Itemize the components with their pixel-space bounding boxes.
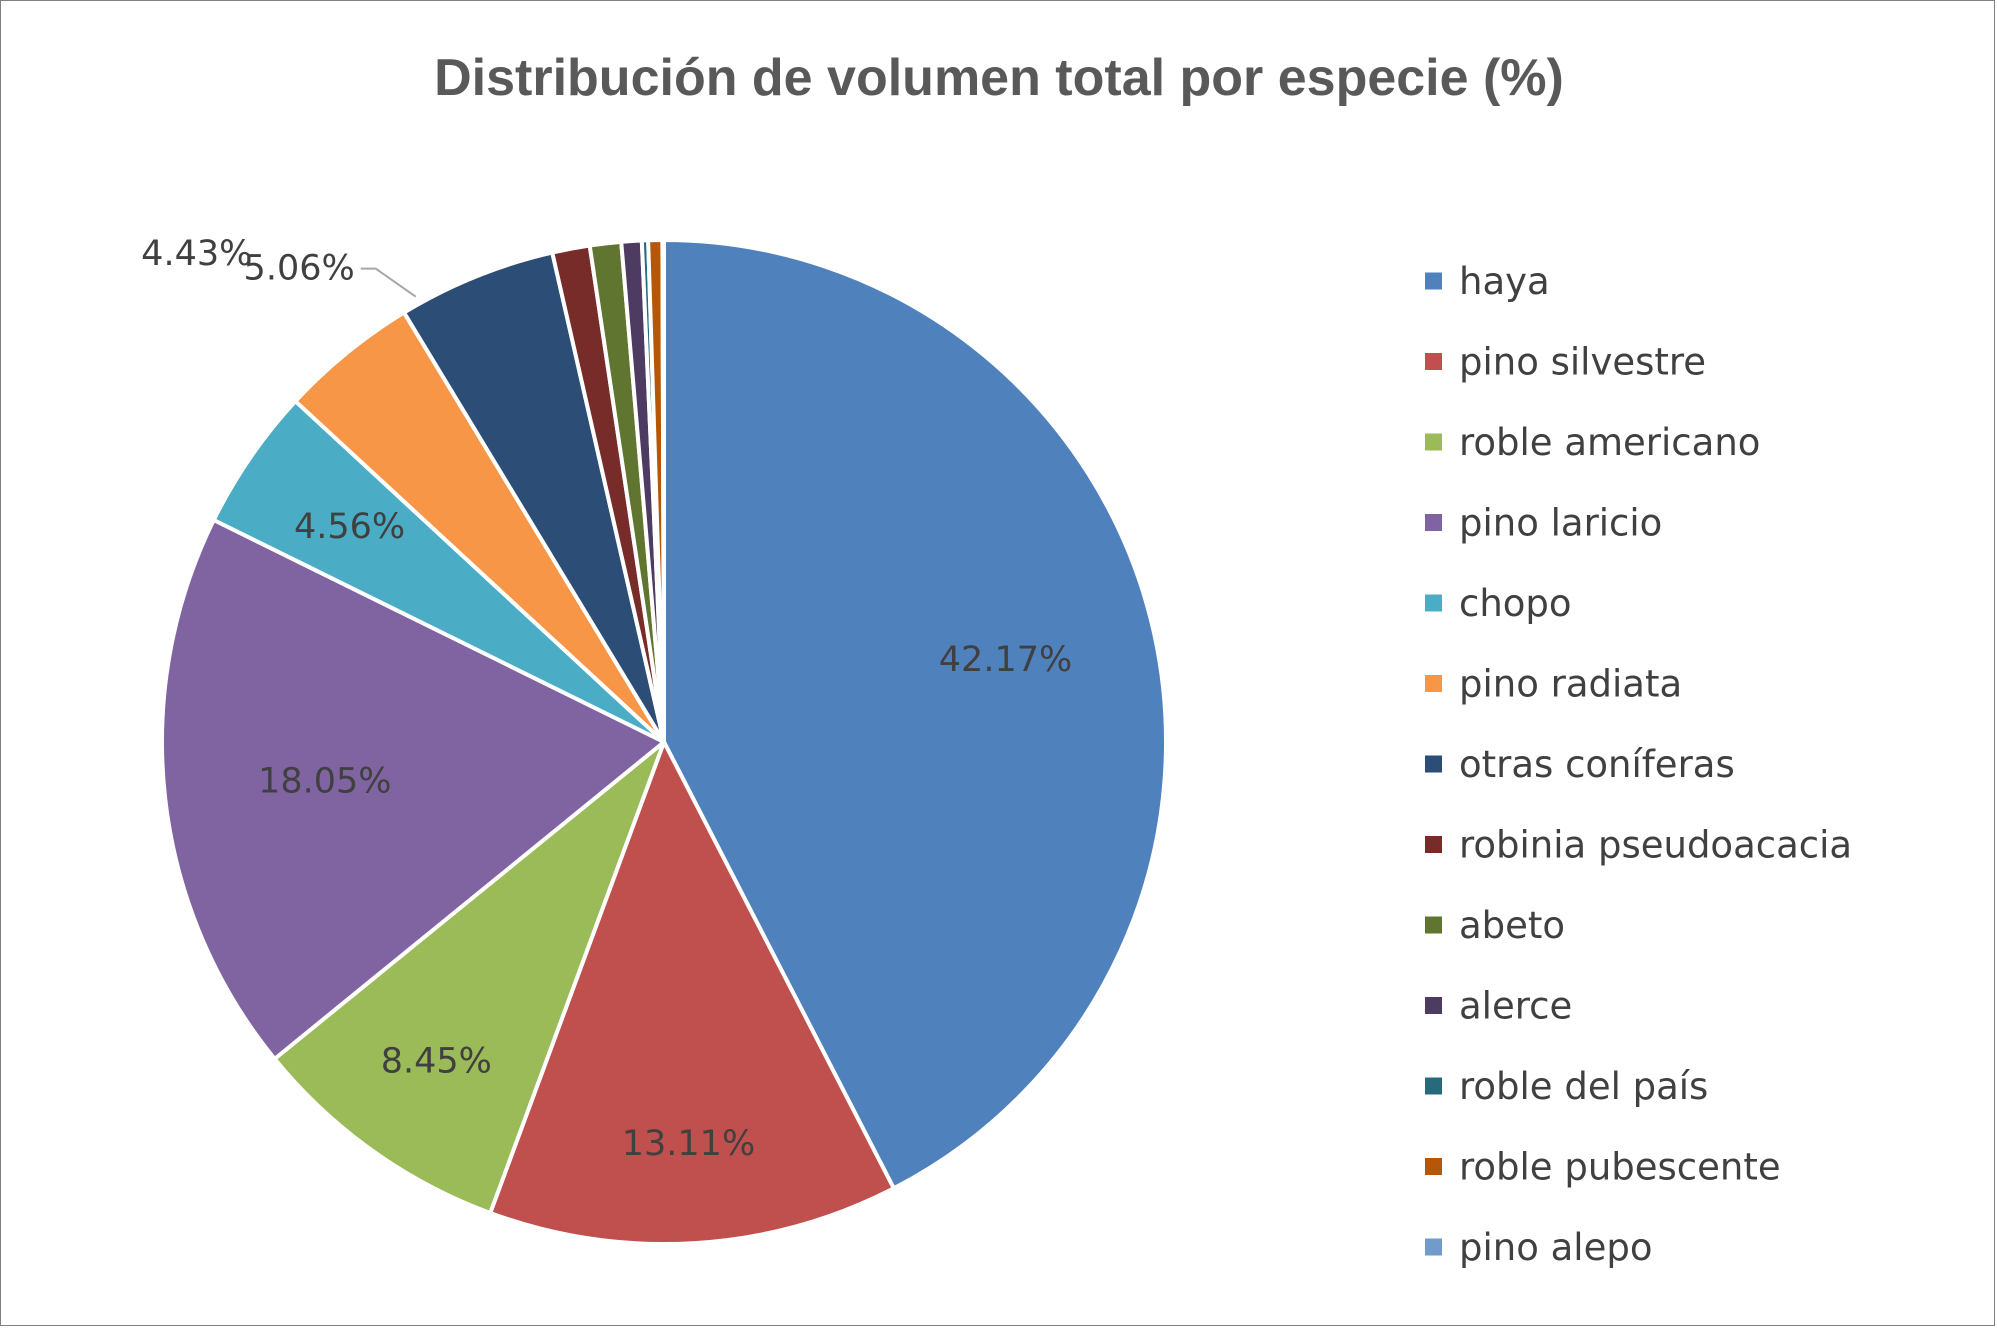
legend-swatch-haya <box>1425 272 1442 290</box>
legend-label-roble-americano: roble americano <box>1459 421 1760 464</box>
legend-label-pino-alepo: pino alepo <box>1459 1226 1652 1269</box>
legend-label-pino-radiata: pino radiata <box>1459 663 1682 706</box>
legend: haya pino silvestre roble americano pino la… <box>1425 260 1852 1269</box>
legend-swatch-pino-radiata <box>1425 675 1442 692</box>
pie-slices <box>160 238 1168 1246</box>
data-label-roble-americano: 8.45% <box>381 1042 492 1082</box>
legend-label-pino-silvestre: pino silvestre <box>1459 341 1706 384</box>
data-labels: 42.17% 13.11% 8.45% 18.05% 4.56% 4.43%5.06% <box>141 234 1072 1164</box>
legend-swatch-otras-coniferas <box>1425 755 1442 773</box>
legend-label-abeto: abeto <box>1459 904 1565 947</box>
legend-swatch-roble-americano <box>1425 433 1442 451</box>
pie-slice-pino-laricio <box>160 518 666 1061</box>
pie-slice-roble-americano <box>272 740 666 1215</box>
legend-swatch-robinia-pseudoacacia <box>1425 836 1442 853</box>
data-label-pino-silvestre: 13.11% <box>622 1124 755 1164</box>
legend-swatch-chopo <box>1425 594 1442 612</box>
pie-slice-otras-coniferas <box>402 250 666 744</box>
legend-label-roble-pubescente: roble pubescente <box>1459 1146 1781 1189</box>
legend-label-alerce: alerce <box>1459 985 1572 1028</box>
data-label-haya: 42.17% <box>939 640 1072 680</box>
data-label-chopo: 4.56% <box>294 507 405 547</box>
data-label-otras-coniferas: 5.06% <box>244 249 355 289</box>
pie-slice-haya <box>662 238 1168 1191</box>
leader-line-otras-coniferas <box>360 267 417 298</box>
legend-label-chopo: chopo <box>1459 582 1572 625</box>
chart-title: Distribución de volumen total por especi… <box>434 49 1564 107</box>
legend-label-otras-coniferas: otras coníferas <box>1459 743 1735 786</box>
data-label-pino-radiata: 4.43% <box>141 234 252 274</box>
legend-label-pino-laricio: pino laricio <box>1459 502 1662 545</box>
data-label-pino-laricio: 18.05% <box>258 761 391 801</box>
pie-slice-pino-silvestre <box>488 740 896 1246</box>
legend-label-robinia-pseudoacacia: robinia pseudoacacia <box>1459 824 1852 867</box>
legend-label-roble-del-pais: roble del país <box>1459 1065 1708 1108</box>
legend-swatch-roble-del-pais <box>1425 1077 1442 1095</box>
legend-swatch-pino-laricio <box>1425 514 1442 531</box>
legend-swatch-pino-alepo <box>1425 1238 1442 1256</box>
legend-swatch-pino-silvestre <box>1425 353 1442 370</box>
legend-swatch-roble-pubescente <box>1425 1158 1442 1175</box>
legend-label-haya: haya <box>1459 260 1550 303</box>
legend-swatch-abeto <box>1425 916 1442 934</box>
legend-swatch-alerce <box>1425 997 1442 1014</box>
pie-slice-pino-alepo <box>660 238 666 744</box>
